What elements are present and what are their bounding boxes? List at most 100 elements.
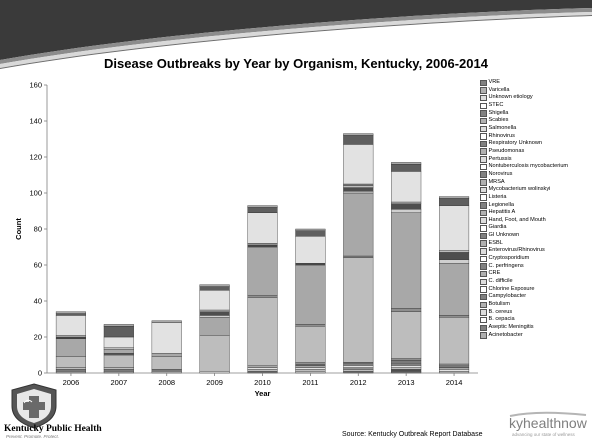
legend-label: STEC xyxy=(488,101,504,108)
bar-segment xyxy=(103,326,134,338)
bar-segment xyxy=(439,263,470,316)
y-tick-label: 0 xyxy=(38,369,42,378)
legend-swatch xyxy=(480,293,487,301)
bar-segment xyxy=(343,190,374,194)
legend-swatch xyxy=(480,240,487,247)
legend-label: Campylobacter xyxy=(488,293,527,300)
legend-label: Varicella xyxy=(488,86,510,93)
bar-segment xyxy=(439,205,470,251)
legend-swatch xyxy=(480,202,487,209)
bar-segment xyxy=(151,369,182,372)
bar-segment xyxy=(391,212,422,309)
legend-swatch xyxy=(480,117,487,125)
legend-item: ESBL xyxy=(480,240,590,248)
legend-item: CRE xyxy=(480,270,590,278)
bar-segment xyxy=(247,207,278,213)
bar-segment xyxy=(391,371,422,374)
legend-item: Scabies xyxy=(480,117,590,125)
bar-segment xyxy=(343,185,374,188)
legend-item: Pertussis xyxy=(480,156,590,164)
legend-swatch xyxy=(480,232,487,240)
kyhealthnow-logo xyxy=(509,411,587,417)
legend-label: Enterovirus/Rhinovirus xyxy=(488,247,545,254)
legend-swatch xyxy=(480,217,487,224)
bar-segment xyxy=(199,315,230,318)
legend-label: Pertussis xyxy=(488,155,512,162)
legend-item: Listeria xyxy=(480,194,590,202)
bar-segment xyxy=(295,363,326,366)
bar-segment xyxy=(391,203,422,210)
bar-segment xyxy=(343,367,374,370)
legend-swatch xyxy=(480,278,487,286)
bar-segment xyxy=(103,353,134,356)
bar-segment xyxy=(55,356,86,368)
legend-swatch xyxy=(480,148,487,155)
bar-segment xyxy=(247,244,278,248)
bar-segment xyxy=(199,309,230,312)
bar-segment xyxy=(343,187,374,192)
x-axis-label: Year xyxy=(255,389,271,398)
bar-segment xyxy=(199,371,230,374)
bar-segment xyxy=(295,263,326,266)
legend-label: Listeria xyxy=(488,193,507,200)
legend-label: Chlorine Exposure xyxy=(488,285,535,292)
bar-segment xyxy=(151,320,182,323)
bar-segment xyxy=(295,365,326,368)
bar-segment xyxy=(343,192,374,257)
bar-segment xyxy=(391,308,422,313)
bar-segment xyxy=(439,250,470,253)
bar-segment xyxy=(295,326,326,363)
legend-item: STEC xyxy=(480,102,590,110)
y-tick-label: 120 xyxy=(29,153,42,162)
legend-swatch xyxy=(480,270,487,278)
bar-segment xyxy=(199,290,230,311)
bar-segment xyxy=(103,336,134,349)
legend-label: B. cepacia xyxy=(488,316,515,323)
bar-segment xyxy=(247,371,278,374)
header-banner xyxy=(0,0,592,69)
legend-item: Acinetobacter xyxy=(480,332,590,340)
bar-segment xyxy=(343,362,374,365)
legend-swatch xyxy=(480,94,487,102)
bar-segment xyxy=(247,205,278,208)
bar-segment xyxy=(439,367,470,370)
legend-item: Unknown etiology xyxy=(480,94,590,102)
bar-segment xyxy=(295,264,326,325)
bar-segment xyxy=(391,365,422,368)
org-name: Kentucky Public Health xyxy=(4,424,102,434)
bar-segment xyxy=(343,365,374,368)
bar-segment xyxy=(439,371,470,374)
legend-label: Norovirus xyxy=(488,170,513,177)
bar-segment xyxy=(151,353,182,358)
legend-item: Salmonella xyxy=(480,125,590,133)
bar-segment xyxy=(247,295,278,298)
partner-name: kyhealthnow xyxy=(509,415,587,431)
bar-segment xyxy=(343,363,374,366)
bar-segment xyxy=(343,257,374,363)
bar-segment xyxy=(55,369,86,372)
bar-segment xyxy=(439,259,470,264)
bar-segment xyxy=(391,369,422,372)
bar-segment xyxy=(439,317,470,365)
x-tick-label: 2008 xyxy=(158,378,175,387)
legend-swatch xyxy=(480,324,487,332)
legend-item: Pseudomonas xyxy=(480,148,590,156)
y-tick-label: 80 xyxy=(34,225,42,234)
legend-item: Nontuberculosis mycobacterium xyxy=(480,163,590,171)
legend-item: Chlorine Exposure xyxy=(480,286,590,294)
bar-segment xyxy=(55,311,86,314)
bar-segment xyxy=(343,135,374,145)
bar-segment xyxy=(55,367,86,370)
x-tick-label: 2014 xyxy=(446,378,463,387)
legend-item: Shigella xyxy=(480,110,590,118)
legend-swatch xyxy=(480,301,487,309)
bar-segment xyxy=(247,365,278,368)
bar-segment xyxy=(439,252,470,260)
x-tick-label: 2009 xyxy=(206,378,223,387)
legend-swatch xyxy=(480,156,487,163)
y-axis-label: Count xyxy=(14,218,23,240)
bar-segment xyxy=(343,144,374,185)
legend-item: Legionella xyxy=(480,202,590,210)
bar-segment xyxy=(247,369,278,372)
